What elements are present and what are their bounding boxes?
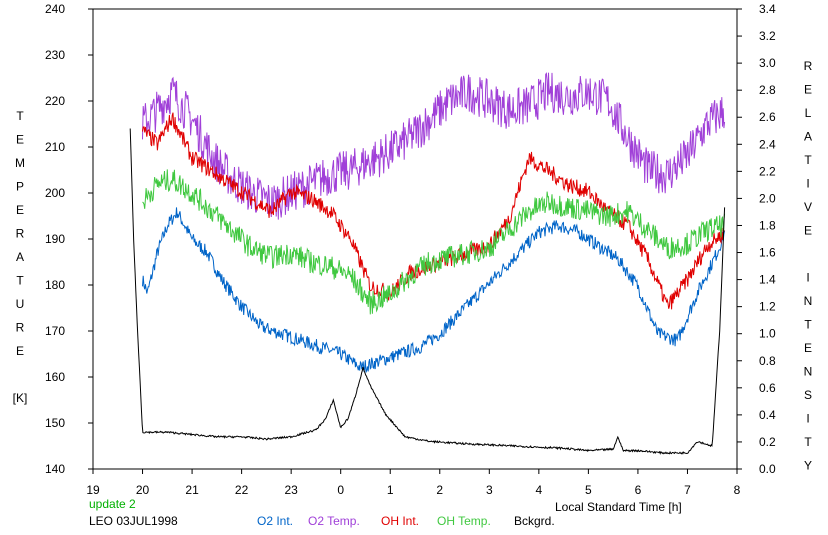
x-tick-label: 22 xyxy=(235,483,249,497)
left-y-tick-label: 170 xyxy=(45,324,65,338)
right-axis-label-char: E xyxy=(804,83,812,97)
plot-area xyxy=(92,8,738,470)
right-axis-label-char: S xyxy=(804,388,812,402)
left-axis-label-char: R xyxy=(16,227,25,241)
series-line-o2-int xyxy=(142,207,726,373)
update-label: update 2 xyxy=(89,497,136,511)
right-axis-label-char: V xyxy=(804,200,812,214)
legend-item: O2 Int. xyxy=(257,514,294,528)
right-y-tick-label: 1.4 xyxy=(759,273,776,287)
right-y-tick-label: 0.0 xyxy=(759,462,776,476)
right-axis-label-char: N xyxy=(804,365,813,379)
right-axis-label-char: E xyxy=(804,224,812,238)
right-axis-label-char: T xyxy=(804,435,812,449)
x-tick-label: 0 xyxy=(337,483,344,497)
left-y-tick-label: 180 xyxy=(45,278,65,292)
x-tick-label: 7 xyxy=(684,483,691,497)
left-y-tick-label: 220 xyxy=(45,94,65,108)
legend-item: OH Temp. xyxy=(437,514,491,528)
right-y-tick-label: 3.2 xyxy=(759,29,776,43)
right-y-tick-label: 1.0 xyxy=(759,327,776,341)
right-axis-label-char: A xyxy=(804,130,812,144)
left-axis-label-char: R xyxy=(16,321,25,335)
left-axis-label-char: [K] xyxy=(13,391,28,405)
right-y-tick-label: 3.0 xyxy=(759,56,776,70)
right-axis-label-char: I xyxy=(806,271,809,285)
left-y-axis: 140 150 160 170 180 190 200 210 220 230 240 xyxy=(45,2,93,476)
right-y-tick-label: 0.4 xyxy=(759,408,776,422)
right-y-tick-label: 0.2 xyxy=(759,435,776,449)
right-y-tick-label: 2.4 xyxy=(759,137,776,151)
left-y-tick-label: 190 xyxy=(45,232,65,246)
left-y-tick-label: 200 xyxy=(45,186,65,200)
left-y-tick-label: 140 xyxy=(45,462,65,476)
right-y-tick-label: 2.0 xyxy=(759,191,776,205)
left-y-tick-label: 150 xyxy=(45,416,65,430)
x-tick-label: 19 xyxy=(86,483,100,497)
right-y-tick-label: 2.2 xyxy=(759,164,776,178)
x-axis: 19 20 21 22 23 0 1 2 3 4 5 6 7 8 xyxy=(86,469,741,497)
left-axis-label-char: M xyxy=(15,156,25,170)
right-y-tick-label: 0.6 xyxy=(759,381,776,395)
x-tick-label: 21 xyxy=(185,483,199,497)
right-axis-label-char: L xyxy=(805,106,812,120)
x-tick-label: 5 xyxy=(585,483,592,497)
right-axis-label-char: T xyxy=(804,318,812,332)
x-tick-label: 23 xyxy=(284,483,298,497)
right-y-tick-label: 1.2 xyxy=(759,300,776,314)
left-axis-label-char: E xyxy=(16,133,24,147)
left-axis-label-char: U xyxy=(16,297,25,311)
left-axis-label-char: P xyxy=(16,180,24,194)
left-axis-label-char: E xyxy=(16,344,24,358)
plot-frame xyxy=(92,8,738,470)
site-date-label: LEO 03JUL1998 xyxy=(89,514,178,528)
left-y-tick-label: 230 xyxy=(45,48,65,62)
left-axis-label-char: T xyxy=(16,274,24,288)
right-axis-label-char: N xyxy=(804,294,813,308)
right-axis-label-char: I xyxy=(806,412,809,426)
right-axis-label-char: I xyxy=(806,177,809,191)
legend-item: OH Int. xyxy=(381,514,420,528)
left-axis-label-char: T xyxy=(16,109,24,123)
x-tick-label: 8 xyxy=(734,483,741,497)
right-axis-label-char: R xyxy=(804,59,813,73)
right-axis-label-char: E xyxy=(804,341,812,355)
x-tick-label: 1 xyxy=(387,483,394,497)
x-tick-label: 3 xyxy=(486,483,493,497)
left-y-tick-label: 160 xyxy=(45,370,65,384)
right-y-tick-label: 3.4 xyxy=(759,2,776,16)
x-axis-title: Local Standard Time [h] xyxy=(555,500,682,514)
left-axis-label-char: A xyxy=(16,250,24,264)
x-tick-label: 2 xyxy=(436,483,443,497)
right-y-tick-label: 1.8 xyxy=(759,218,776,232)
left-axis-label-char: E xyxy=(16,203,24,217)
series-layer xyxy=(129,72,726,455)
right-axis-label-char: Y xyxy=(804,459,812,473)
series-line-o2-temp xyxy=(142,72,726,220)
left-y-tick-label: 240 xyxy=(45,2,65,16)
right-y-tick-label: 2.6 xyxy=(759,110,776,124)
x-tick-label: 6 xyxy=(635,483,642,497)
legend-item: Bckgrd. xyxy=(514,514,555,528)
x-tick-label: 20 xyxy=(136,483,150,497)
right-y-tick-label: 0.8 xyxy=(759,354,776,368)
right-axis-label-char: T xyxy=(804,153,812,167)
series-line-oh-temp xyxy=(142,169,726,315)
x-tick-label: 4 xyxy=(536,483,543,497)
right-y-axis: 0.0 0.2 0.4 0.6 0.8 1.0 1.2 1.4 1.6 1.8 2.0 2.2 2.4 2… xyxy=(737,2,776,476)
right-y-tick-label: 1.6 xyxy=(759,246,776,260)
left-y-tick-label: 210 xyxy=(45,140,65,154)
right-y-tick-label: 2.8 xyxy=(759,83,776,97)
series-line-bckgrd xyxy=(129,128,726,455)
legend-item: O2 Temp. xyxy=(308,514,360,528)
